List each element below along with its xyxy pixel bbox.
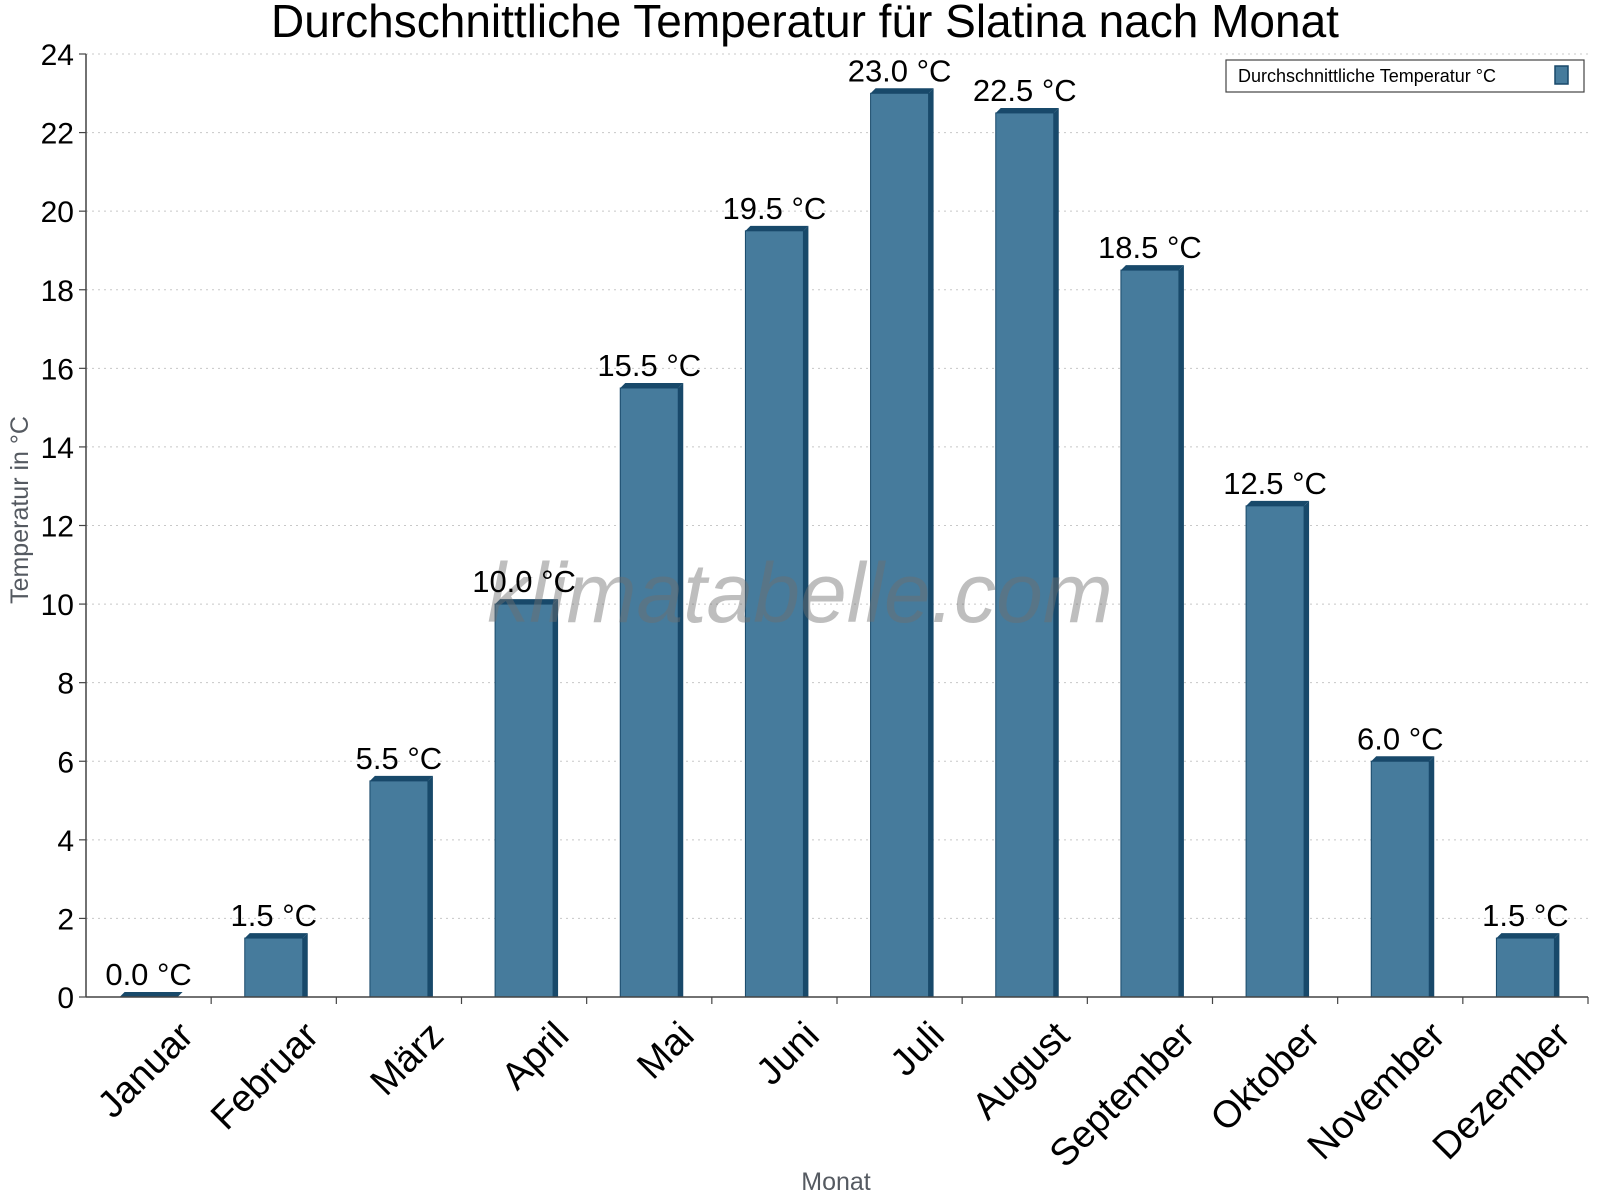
y-tick-label: 8 — [57, 668, 74, 701]
bar-side — [803, 225, 809, 997]
value-label: 15.5 °C — [597, 348, 701, 383]
y-tick-label: 2 — [57, 903, 74, 936]
bar-side — [427, 775, 433, 997]
bar-top — [995, 107, 1059, 113]
value-label: 1.5 °C — [231, 898, 318, 933]
y-tick-label: 6 — [57, 746, 74, 779]
y-tick-label: 20 — [41, 196, 74, 229]
value-label: 5.5 °C — [356, 741, 443, 776]
bar-side — [553, 599, 559, 997]
y-tick-label: 24 — [41, 39, 74, 72]
value-label: 18.5 °C — [1098, 230, 1202, 265]
bar-top — [244, 933, 308, 939]
value-label: 1.5 °C — [1482, 898, 1569, 933]
legend-label: Durchschnittliche Temperatur °C — [1238, 66, 1496, 86]
bar — [494, 603, 554, 998]
x-tick-label: Februar — [203, 1014, 327, 1138]
bar-top — [745, 225, 809, 231]
y-axis-title: Temperatur in °C — [6, 416, 34, 604]
bar-top — [369, 775, 433, 781]
y-tick-label: 22 — [41, 118, 74, 151]
bar — [244, 937, 304, 998]
bar-top — [1371, 756, 1435, 762]
legend: Durchschnittliche Temperatur °C — [1225, 59, 1585, 93]
bar-side — [1178, 265, 1184, 998]
bar — [1120, 269, 1180, 998]
bar — [1245, 505, 1305, 998]
chart-title: Durchschnittliche Temperatur für Slatina… — [271, 0, 1339, 47]
value-label: 6.0 °C — [1357, 721, 1444, 756]
x-axis-title: Monat — [801, 1168, 871, 1196]
bar-side — [1554, 933, 1560, 997]
bar — [619, 387, 679, 998]
x-tick-label: Dezember — [1425, 1014, 1579, 1168]
x-tick-label: April — [494, 1014, 577, 1097]
bar-top — [620, 382, 684, 388]
value-labels: 0.0 °C 1.5 °C 5.5 °C 10.0 °C 15.5 °C 19.5 °C 2… — [105, 53, 1568, 992]
value-label: 19.5 °C — [723, 191, 827, 226]
value-label: 10.0 °C — [472, 564, 576, 599]
bar-top — [870, 88, 934, 94]
bar — [744, 230, 804, 998]
bars — [119, 88, 1560, 998]
bar — [119, 992, 183, 997]
bar-top — [1496, 933, 1560, 939]
bar-side — [1304, 500, 1310, 997]
y-tick-label: 12 — [41, 511, 74, 544]
watermark: klimatabelle.com — [487, 546, 1113, 640]
bar-side — [1053, 107, 1059, 997]
y-tick-label: 4 — [57, 825, 74, 858]
bar-side — [928, 88, 934, 997]
x-tick-label: Januar — [90, 1014, 202, 1126]
bar — [995, 112, 1055, 998]
y-tick-label: 16 — [41, 353, 74, 386]
legend-swatch — [1554, 65, 1569, 85]
y-tick-label: 14 — [41, 432, 74, 465]
value-label: 23.0 °C — [848, 53, 952, 88]
x-tick-label: März — [363, 1014, 452, 1103]
x-tick-label: Juli — [883, 1014, 953, 1084]
legend-box — [1225, 59, 1585, 93]
bar-top — [1246, 500, 1310, 506]
x-tick-label: Mai — [629, 1014, 702, 1087]
bar-side — [678, 382, 684, 998]
bar — [1495, 937, 1555, 998]
bar-side — [1429, 756, 1435, 997]
bar — [369, 780, 429, 998]
bar-side — [302, 933, 308, 997]
x-tick-label: Juni — [749, 1014, 828, 1093]
x-tick-label: Oktober — [1203, 1014, 1329, 1140]
x-tick-label: August — [965, 1014, 1079, 1128]
grid — [86, 53, 1588, 919]
y-tick-label: 18 — [41, 275, 74, 308]
value-label: 0.0 °C — [105, 957, 192, 992]
value-label: 12.5 °C — [1223, 466, 1327, 501]
value-label: 22.5 °C — [973, 73, 1077, 108]
y-tick-label: 10 — [41, 589, 74, 622]
bar — [1370, 760, 1430, 998]
bar-top — [495, 599, 559, 605]
y-tick-label: 0 — [57, 982, 74, 1015]
bar-top — [1120, 265, 1184, 271]
